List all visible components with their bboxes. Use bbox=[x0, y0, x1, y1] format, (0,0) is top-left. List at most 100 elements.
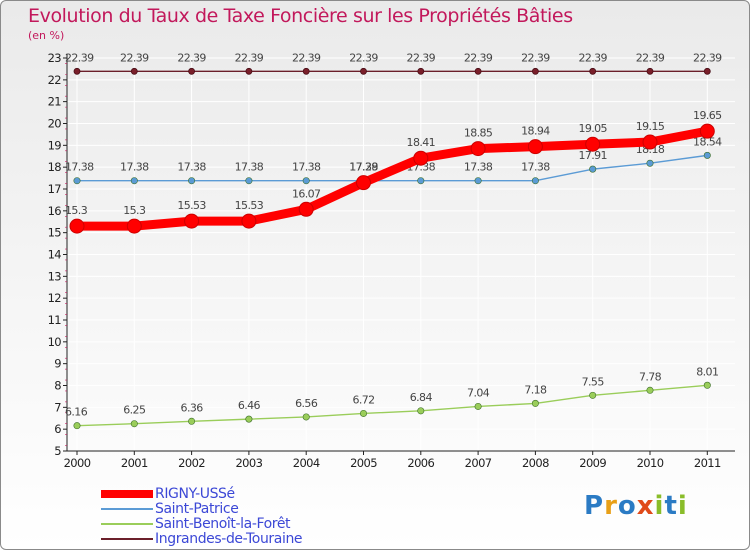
y-tick-label: 23 bbox=[48, 51, 62, 65]
data-label: 22.39 bbox=[407, 51, 436, 64]
data-label: 6.72 bbox=[352, 393, 374, 406]
data-point bbox=[532, 67, 539, 75]
data-label: 18.54 bbox=[693, 135, 722, 148]
data-label: 22.39 bbox=[65, 51, 94, 64]
data-point bbox=[589, 165, 597, 173]
data-point bbox=[531, 177, 539, 185]
data-point bbox=[359, 409, 367, 417]
y-tick-label: 11 bbox=[48, 313, 62, 327]
logo-letter: i bbox=[677, 491, 688, 521]
legend-item: RIGNY-USSé bbox=[101, 486, 361, 502]
data-label: 15.53 bbox=[177, 199, 206, 212]
data-label: 22.39 bbox=[464, 51, 493, 64]
data-point bbox=[417, 177, 425, 185]
x-tick-label: 2010 bbox=[637, 456, 664, 470]
data-label: 19.15 bbox=[636, 120, 665, 133]
data-label: 8.01 bbox=[696, 365, 718, 378]
data-point bbox=[245, 415, 253, 423]
y-tick-label: 8 bbox=[54, 379, 61, 393]
legend-item: Ingrandes-de-Touraine bbox=[101, 531, 361, 547]
data-point bbox=[585, 136, 601, 152]
data-point bbox=[298, 201, 314, 217]
data-point bbox=[413, 150, 429, 166]
y-tick-label: 18 bbox=[48, 160, 62, 174]
data-point bbox=[642, 134, 658, 150]
data-label: 17.38 bbox=[177, 161, 206, 174]
legend-swatch bbox=[101, 508, 153, 510]
data-label: 17.38 bbox=[464, 161, 493, 174]
x-tick-label: 2000 bbox=[64, 456, 91, 470]
legend-label: Ingrandes-de-Touraine bbox=[155, 531, 303, 547]
data-point bbox=[589, 67, 597, 75]
data-label: 22.39 bbox=[349, 51, 378, 64]
data-point bbox=[703, 381, 711, 389]
data-point bbox=[470, 141, 486, 157]
data-label: 15.53 bbox=[235, 199, 264, 212]
data-label: 6.56 bbox=[295, 397, 318, 410]
data-label: 7.04 bbox=[467, 386, 490, 399]
data-label: 17.38 bbox=[521, 161, 550, 174]
series-line-2 bbox=[76, 154, 708, 182]
legend-swatch bbox=[101, 490, 153, 498]
y-tick-label: 5 bbox=[54, 444, 61, 458]
data-label: 6.46 bbox=[238, 399, 261, 412]
data-label: 18.85 bbox=[464, 127, 493, 140]
data-point bbox=[184, 213, 200, 229]
data-label: 15.3 bbox=[65, 204, 88, 217]
data-label: 22.39 bbox=[693, 51, 722, 64]
data-label: 6.36 bbox=[181, 401, 204, 414]
data-point bbox=[188, 177, 196, 185]
logo-letter: r bbox=[604, 491, 618, 521]
data-label: 22.39 bbox=[578, 51, 607, 64]
y-tick-label: 9 bbox=[54, 357, 61, 371]
series-line-1 bbox=[76, 384, 708, 427]
logo-letter: o bbox=[617, 491, 637, 521]
data-point bbox=[73, 67, 81, 75]
y-tick-label: 6 bbox=[54, 422, 61, 436]
data-point bbox=[646, 386, 654, 394]
x-tick-label: 2007 bbox=[465, 456, 492, 470]
x-tick-label: 2006 bbox=[407, 456, 434, 470]
data-point bbox=[417, 67, 425, 75]
data-point bbox=[646, 159, 654, 167]
x-tick-label: 2002 bbox=[178, 456, 205, 470]
y-tick-label: 21 bbox=[48, 95, 62, 109]
logo-letter: t bbox=[664, 491, 678, 521]
data-label: 22.39 bbox=[636, 51, 665, 64]
data-point bbox=[241, 213, 257, 229]
x-tick-label: 2001 bbox=[121, 456, 148, 470]
x-tick-label: 2003 bbox=[235, 456, 262, 470]
data-point bbox=[531, 399, 539, 407]
data-point bbox=[417, 407, 425, 415]
legend-item: Saint-Patrice bbox=[101, 501, 361, 517]
y-tick-label: 13 bbox=[48, 269, 62, 283]
legend: RIGNY-USSé Saint-Patrice Saint-Benoît-la-F… bbox=[101, 486, 361, 547]
y-unit-label: (en %) bbox=[28, 29, 65, 42]
series-line-3 bbox=[72, 126, 712, 231]
data-point bbox=[474, 177, 482, 185]
legend-swatch bbox=[101, 523, 153, 525]
data-label: 18.94 bbox=[521, 125, 550, 138]
data-label: 18.41 bbox=[407, 136, 436, 149]
x-tick-label: 2008 bbox=[522, 456, 549, 470]
data-label: 19.65 bbox=[693, 109, 722, 122]
y-tick-label: 19 bbox=[48, 138, 62, 152]
data-label: 7.55 bbox=[582, 375, 605, 388]
legend-label: Saint-Patrice bbox=[155, 501, 239, 517]
y-tick-label: 14 bbox=[48, 248, 62, 262]
data-point bbox=[703, 67, 711, 75]
data-point bbox=[474, 402, 482, 410]
data-point bbox=[646, 67, 654, 75]
proxiti-logo: Proxiti bbox=[584, 491, 688, 521]
y-tick-label: 15 bbox=[48, 226, 62, 240]
data-label: 17.38 bbox=[65, 161, 94, 174]
data-label: 7.78 bbox=[639, 370, 662, 383]
data-point bbox=[302, 67, 310, 75]
data-point bbox=[245, 67, 253, 75]
data-label: 6.25 bbox=[123, 404, 146, 417]
data-point bbox=[703, 151, 711, 159]
legend-swatch bbox=[101, 538, 153, 540]
data-point bbox=[188, 67, 196, 75]
x-tick-label: 2004 bbox=[293, 456, 320, 470]
